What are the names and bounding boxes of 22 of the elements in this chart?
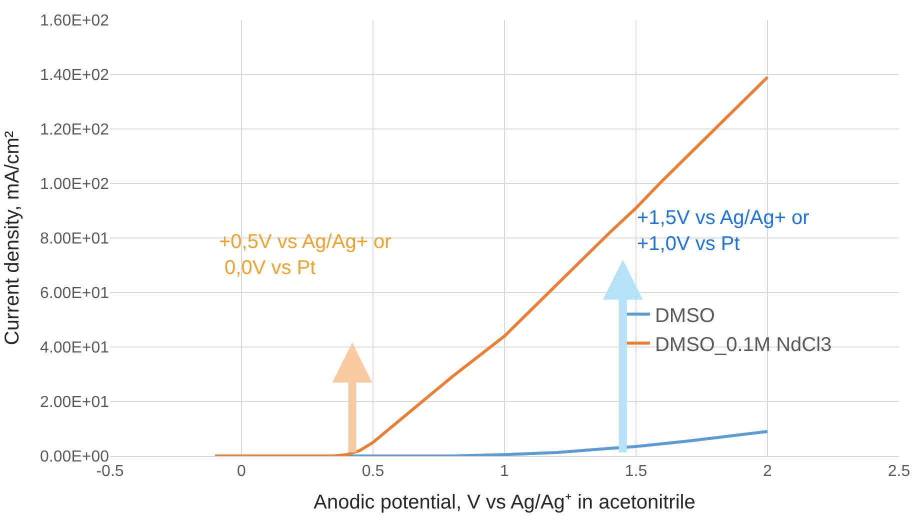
x-tick-label: 0.5 bbox=[362, 463, 384, 480]
x-tick-label: 2.5 bbox=[888, 463, 910, 480]
x-tick-label: 1.5 bbox=[624, 463, 648, 480]
legend-label: DMSO_0.1M NdCl3 bbox=[654, 334, 832, 356]
y-tick-label: 1.60E+02 bbox=[40, 12, 110, 30]
x-tick-label: 2 bbox=[763, 463, 772, 480]
y-tick-label: 1.40E+02 bbox=[40, 67, 110, 84]
annotation: +1,5V vs Ag/Ag+ or +1,0V vs Pt bbox=[637, 207, 810, 255]
legend-label: DMSO bbox=[654, 304, 715, 327]
x-tick-label: 0 bbox=[237, 463, 246, 480]
y-tick-label: 1.00E+02 bbox=[40, 176, 110, 194]
y-tick-label: 0.00E+00 bbox=[40, 448, 110, 466]
y-tick-label: 4.00E+01 bbox=[40, 340, 110, 357]
y-axis-title: Current density, mA/cm² bbox=[2, 130, 24, 346]
y-tick-label: 8.00E+01 bbox=[40, 230, 110, 248]
x-axis-title: Anodic potential, V vs Ag/Ag⁺ in acetonitrile bbox=[314, 492, 696, 514]
y-tick-label: 1.20E+02 bbox=[40, 122, 110, 139]
x-tick-label: 1 bbox=[500, 463, 510, 480]
y-tick-label: 2.00E+01 bbox=[40, 394, 110, 412]
x-tick-label: -0.5 bbox=[96, 463, 124, 480]
annotation: +0,5V vs Ag/Ag+ or 0,0V vs Pt bbox=[219, 231, 392, 279]
y-tick-label: 6.00E+01 bbox=[40, 285, 110, 302]
